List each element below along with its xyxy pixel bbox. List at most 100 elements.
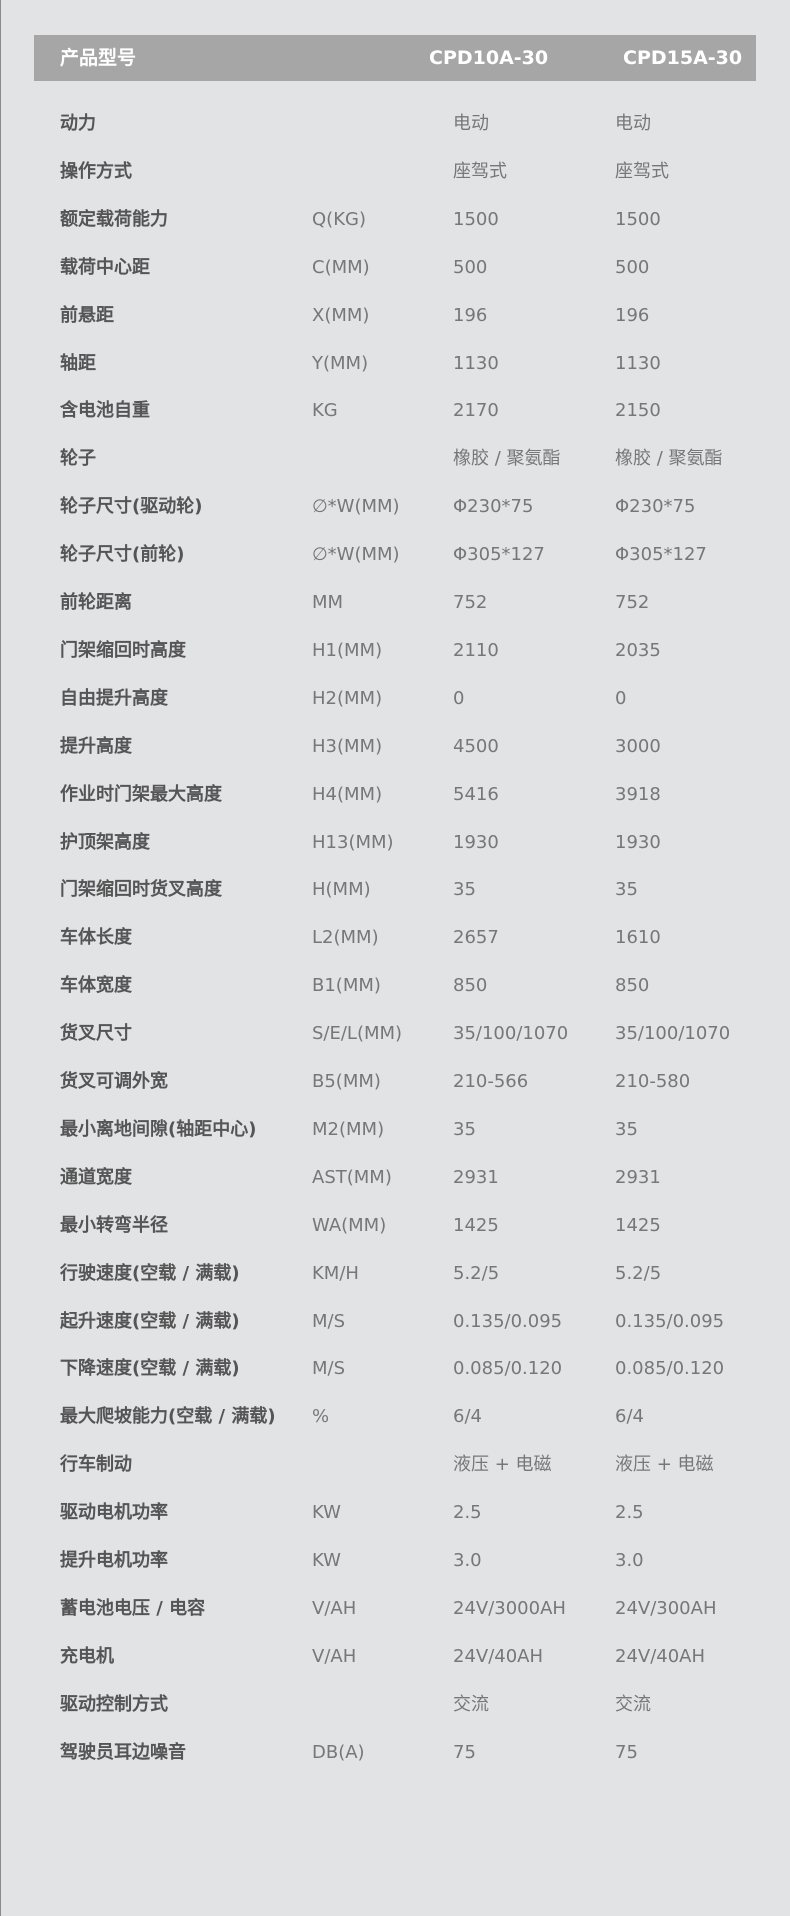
- spec-value-model-2: 75: [615, 1741, 638, 1763]
- spec-unit: KW: [312, 1550, 341, 1571]
- spec-value-model-1: 2110: [453, 639, 499, 661]
- spec-label: 动力: [60, 113, 96, 134]
- spec-value-model-2: 3918: [615, 783, 661, 805]
- spec-value-model-2: 3000: [615, 735, 661, 757]
- spec-unit: B1(MM): [312, 975, 381, 997]
- spec-label: 含电池自重: [60, 400, 150, 422]
- spec-value-model-1: 752: [453, 592, 488, 613]
- table-row: 最小离地间隙(轴距中心) M2(MM) 35 35: [1, 1106, 790, 1154]
- table-row: 轮子 橡胶 / 聚氨酯 橡胶 / 聚氨酯: [1, 435, 790, 483]
- spec-value-model-2: 0: [615, 687, 627, 709]
- spec-label: 货叉尺寸: [60, 1023, 132, 1045]
- spec-value-model-1: 210-566: [453, 1071, 529, 1092]
- spec-value-model-1: 4500: [453, 735, 499, 757]
- spec-label: 前悬距: [60, 304, 114, 326]
- table-row: 起升速度(空载 / 满载) M/S 0.135/0.095 0.135/0.095: [1, 1298, 790, 1346]
- table-row: 最大爬坡能力(空载 / 满载)% 6/4 6/4: [1, 1393, 790, 1441]
- table-row: 行车制动 液压 + 电磁 液压 + 电磁: [1, 1441, 790, 1489]
- spec-label: 驾驶员耳边噪音: [60, 1741, 186, 1763]
- table-row: 作业时门架最大高度 H4(MM) 5416 3918: [1, 771, 790, 819]
- table-row: 含电池自重 KG 2170 2150: [1, 387, 790, 435]
- spec-value-model-1: 1425: [453, 1214, 499, 1236]
- spec-value-model-1: 500: [453, 256, 488, 278]
- spec-value-model-2: 2931: [615, 1166, 661, 1188]
- spec-value-model-1: 24V/40AH: [453, 1645, 544, 1667]
- spec-value-model-2: 500: [615, 256, 650, 278]
- spec-value-model-1: 2.5: [453, 1502, 482, 1524]
- table-row: 行驶速度(空载 / 满载) KM/H 5.2/5 5.2/5: [1, 1250, 790, 1298]
- spec-label: 轴距: [60, 352, 96, 374]
- spec-label: 充电机: [60, 1645, 114, 1667]
- spec-value-model-2: Φ230*75: [615, 496, 696, 518]
- spec-value-model-1: Φ305*127: [453, 544, 545, 566]
- spec-value-model-2: 0.135/0.095: [615, 1310, 725, 1332]
- table-row: 前轮距离 MM 752 752: [1, 579, 790, 627]
- spec-unit: %: [312, 1406, 330, 1428]
- spec-unit: H3(MM): [312, 735, 383, 757]
- spec-value-model-2: 752: [615, 592, 650, 613]
- spec-value-model-2: 850: [615, 975, 650, 997]
- spec-unit: X(MM): [312, 304, 370, 326]
- spec-value-model-1: 35: [453, 879, 476, 901]
- spec-value-model-2: 液压 + 电磁: [615, 1454, 714, 1476]
- spec-unit: KM/H: [312, 1262, 359, 1284]
- spec-unit: V/AH: [312, 1597, 357, 1619]
- spec-value-model-2: 6/4: [615, 1406, 644, 1428]
- spec-value-model-1: 2170: [453, 400, 499, 422]
- spec-label: 作业时门架最大高度: [60, 783, 222, 805]
- spec-label: 起升速度(空载 / 满载): [60, 1310, 240, 1332]
- spec-label: 下降速度(空载 / 满载): [60, 1358, 240, 1380]
- table-row: 货叉可调外宽 B5(MM) 210-566 210-580: [1, 1058, 790, 1106]
- spec-value-model-1: 0.135/0.095: [453, 1310, 563, 1332]
- table-row: 自由提升高度 H2(MM) 0 0: [1, 675, 790, 723]
- spec-value-model-2: 2.5: [615, 1502, 644, 1524]
- spec-value-model-2: 1500: [615, 208, 661, 230]
- spec-label: 载荷中心距: [60, 256, 150, 278]
- table-row: 驱动控制方式 交流 交流: [1, 1681, 790, 1729]
- spec-value-model-2: 2035: [615, 639, 661, 661]
- table-row: 最小转弯半径 WA(MM) 1425 1425: [1, 1202, 790, 1250]
- spec-label: 货叉可调外宽: [60, 1071, 168, 1092]
- table-row: 门架缩回时货叉高度 H(MM) 35 35: [1, 866, 790, 914]
- spec-value-model-2: 210-580: [615, 1071, 691, 1092]
- table-row: 操作方式 座驾式 座驾式: [1, 148, 790, 196]
- spec-value-model-2: 2150: [615, 400, 661, 422]
- spec-label: 最小转弯半径: [60, 1214, 168, 1236]
- spec-unit: V/AH: [312, 1645, 357, 1667]
- table-row: 轮子尺寸(驱动轮) ∅*W(MM) Φ230*75 Φ230*75: [1, 483, 790, 531]
- spec-value-model-1: 液压 + 电磁: [453, 1454, 552, 1476]
- spec-value-model-1: 0.085/0.120: [453, 1358, 563, 1380]
- table-row: 车体宽度 B1(MM) 850 850: [1, 962, 790, 1010]
- spec-label: 轮子: [60, 448, 96, 470]
- spec-value-model-1: 电动: [453, 113, 489, 134]
- spec-unit: M2(MM): [312, 1118, 385, 1140]
- spec-label: 最小离地间隙(轴距中心): [60, 1118, 257, 1140]
- table-row: 提升高度 H3(MM) 4500 3000: [1, 723, 790, 771]
- spec-value-model-2: 3.0: [615, 1550, 644, 1571]
- table-row: 驱动电机功率 KW 2.5 2.5: [1, 1489, 790, 1537]
- spec-value-model-2: 5.2/5: [615, 1262, 662, 1284]
- spec-value-model-1: 2931: [453, 1166, 499, 1188]
- spec-label: 行驶速度(空载 / 满载): [60, 1262, 240, 1284]
- spec-value-model-1: 5416: [453, 783, 499, 805]
- spec-value-model-2: 交流: [615, 1693, 651, 1715]
- spec-value-model-1: 6/4: [453, 1406, 482, 1428]
- header-model-2: CPD15A-30: [623, 47, 743, 69]
- spec-label: 轮子尺寸(前轮): [60, 544, 185, 566]
- spec-value-model-2: Φ305*127: [615, 544, 707, 566]
- spec-value-model-1: 75: [453, 1741, 476, 1763]
- table-row: 蓄电池电压 / 电容 V/AH 24V/3000AH 24V/300AH: [1, 1585, 790, 1633]
- spec-value-model-1: 5.2/5: [453, 1262, 500, 1284]
- spec-value-model-2: 1610: [615, 927, 661, 949]
- spec-value-model-2: 1425: [615, 1214, 661, 1236]
- spec-unit: M/S: [312, 1358, 346, 1380]
- spec-value-model-1: 0: [453, 687, 465, 709]
- spec-value-model-2: 1930: [615, 831, 661, 853]
- spec-value-model-2: 24V/300AH: [615, 1597, 717, 1619]
- spec-unit: Q(KG): [312, 208, 366, 230]
- spec-value-model-1: 850: [453, 975, 488, 997]
- spec-value-model-1: 24V/3000AH: [453, 1597, 566, 1619]
- table-row: 动力 电动 电动: [1, 100, 790, 148]
- spec-value-model-2: 35: [615, 1118, 638, 1140]
- spec-unit: KG: [312, 400, 338, 422]
